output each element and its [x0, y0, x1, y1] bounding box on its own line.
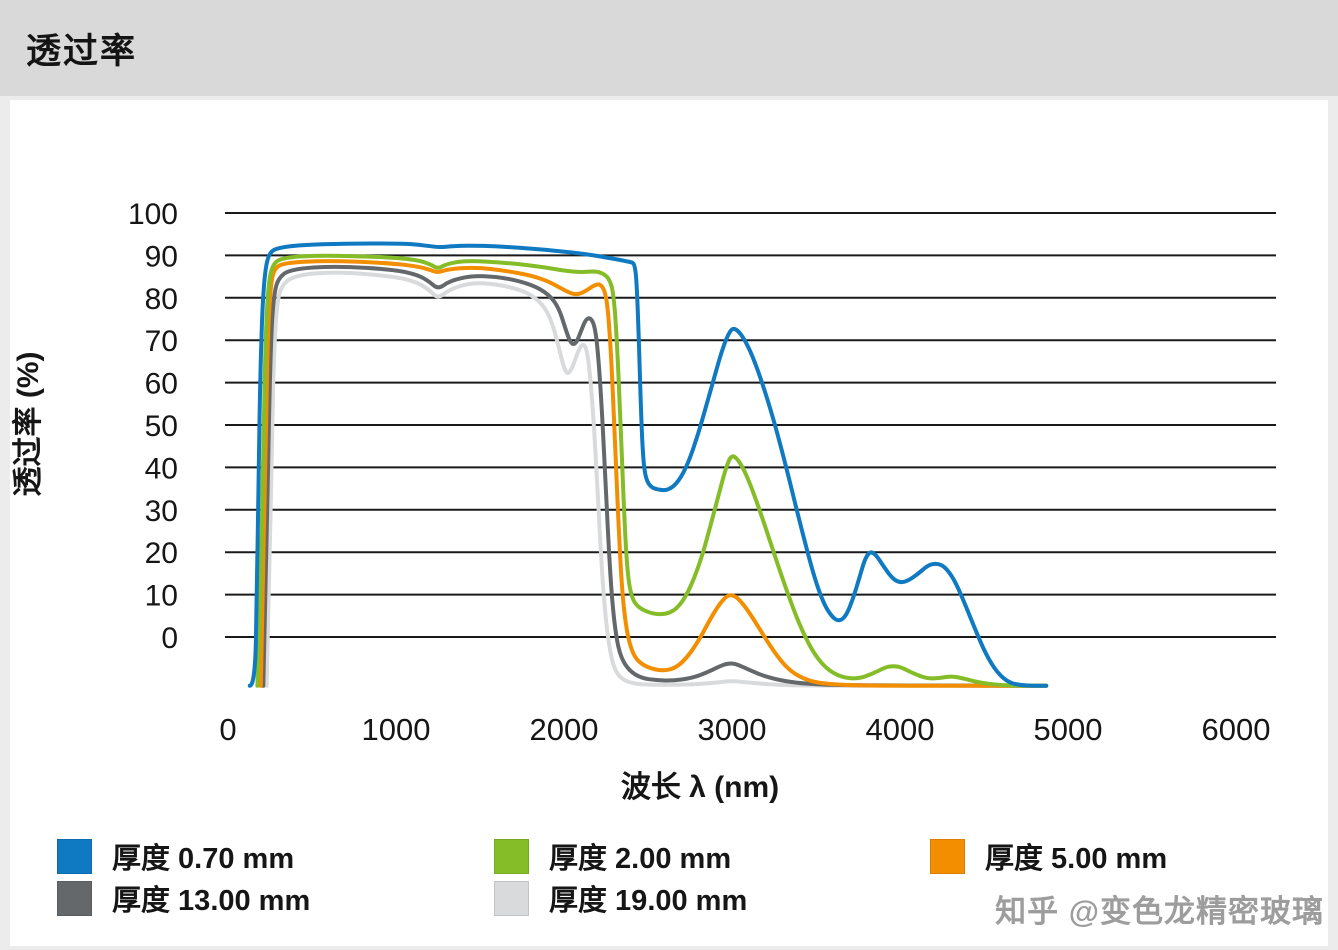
legend-label: 厚度 0.70 mm — [112, 843, 295, 875]
legend-item: 厚度 2.00 mm — [494, 838, 930, 875]
legend-swatch-orange — [930, 838, 965, 874]
legend-swatch-blue — [57, 838, 92, 874]
legend-swatch-green — [494, 838, 529, 874]
legend-label: 厚度 19.00 mm — [549, 885, 748, 917]
watermark: 知乎 @变色龙精密玻璃 — [995, 894, 1324, 929]
legend-swatch-lightgray — [494, 880, 529, 916]
legend-item: 厚度 13.00 mm — [57, 880, 494, 917]
chart-legend: 厚度 0.70 mm 厚度 2.00 mm 厚度 5.00 mm 厚度 13.0… — [57, 838, 1318, 917]
legend-label: 厚度 5.00 mm — [985, 843, 1168, 875]
legend-item: 厚度 19.00 mm — [494, 880, 930, 917]
legend-item: 厚度 5.00 mm — [930, 838, 1318, 875]
chart-panel — [10, 100, 1328, 946]
legend-item: 厚度 0.70 mm — [57, 838, 494, 875]
legend-label: 厚度 13.00 mm — [112, 885, 311, 917]
page-title: 透过率 — [26, 31, 138, 71]
legend-swatch-darkgray — [57, 880, 92, 916]
legend-label: 厚度 2.00 mm — [549, 843, 732, 875]
chart-header: 透过率 — [0, 0, 1338, 96]
